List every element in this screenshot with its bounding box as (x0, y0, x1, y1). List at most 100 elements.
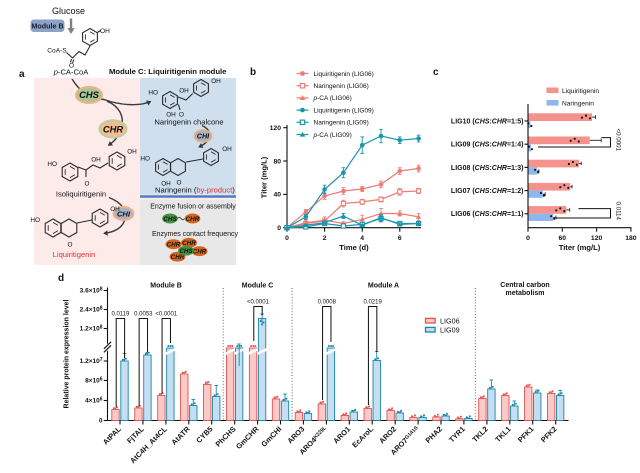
svg-text:180: 180 (625, 235, 637, 242)
svg-text:metabolism: metabolism (506, 290, 545, 297)
svg-text:60: 60 (559, 235, 567, 242)
svg-text:CHR: CHR (182, 240, 196, 247)
svg-text:0.0119: 0.0119 (111, 312, 130, 318)
svg-text:LIG08 (CHS:CHR=1:3): LIG08 (CHS:CHR=1:3) (451, 165, 524, 172)
svg-text:Liquiritigenin: Liquiritigenin (562, 88, 599, 95)
svg-text:p-CA (LIG06): p-CA (LIG06) (313, 95, 352, 102)
svg-text:EcAroL: EcAroL (350, 424, 375, 449)
svg-text:p-CA-CoA: p-CA-CoA (53, 68, 90, 77)
svg-text:LIG06 (CHS:CHR=1:1): LIG06 (CHS:CHR=1:1) (451, 211, 524, 218)
svg-text:O: O (179, 112, 184, 119)
svg-text:CHS: CHS (179, 248, 193, 255)
svg-text:TYR1: TYR1 (447, 425, 467, 445)
svg-text:Module A: Module A (368, 283, 399, 290)
svg-text:O: O (177, 180, 182, 187)
svg-text:0: 0 (285, 235, 289, 242)
svg-text:TKL1: TKL1 (493, 425, 512, 444)
svg-text:Liquiritigenin (LIG06): Liquiritigenin (LIG06) (314, 71, 374, 78)
svg-text:PHA2: PHA2 (424, 425, 444, 445)
svg-text:40: 40 (273, 192, 281, 199)
svg-text:Naringenin (LIG06): Naringenin (LIG06) (314, 83, 369, 90)
svg-text:GmCHR: GmCHR (234, 424, 261, 451)
svg-text:CHI: CHI (117, 209, 131, 218)
svg-text:4×106: 4×106 (85, 397, 103, 405)
svg-text:0.0008: 0.0008 (318, 300, 337, 306)
svg-text:Module B: Module B (150, 283, 182, 290)
svg-text:1.2×107: 1.2×107 (80, 357, 103, 365)
svg-text:OH: OH (179, 88, 189, 95)
svg-text:CHI: CHI (197, 132, 210, 141)
svg-text:AtATR: AtATR (169, 424, 192, 447)
svg-text:FjTAL: FjTAL (125, 424, 146, 445)
svg-text:p-CA (LIG09): p-CA (LIG09) (313, 132, 352, 139)
svg-text:HO: HO (47, 161, 57, 168)
svg-text:6: 6 (398, 235, 402, 242)
svg-text:O: O (68, 242, 73, 249)
svg-text:CHS: CHS (163, 216, 177, 223)
svg-text:OH: OH (222, 146, 232, 153)
svg-text:d: d (58, 273, 64, 284)
svg-text:CHR: CHR (186, 216, 200, 223)
svg-text:OH: OH (100, 28, 110, 35)
svg-text:Module C: Liquiritigenin modul: Module C: Liquiritigenin module (109, 67, 227, 76)
svg-text:OH: OH (161, 181, 171, 188)
svg-text:0.0053: 0.0053 (134, 312, 153, 318)
svg-text:CHS: CHS (79, 89, 100, 100)
svg-text:<0.0001: <0.0001 (247, 300, 270, 306)
svg-text:c: c (433, 67, 439, 78)
svg-text:Naringenin: Naringenin (562, 101, 594, 108)
svg-text:PFK2: PFK2 (539, 425, 559, 445)
svg-text:Naringenin (LIG09): Naringenin (LIG09) (314, 120, 369, 127)
svg-text:0.0219: 0.0219 (363, 300, 382, 306)
svg-text:0: 0 (99, 418, 103, 425)
svg-text:Enzymes contact frequency: Enzymes contact frequency (152, 231, 238, 238)
svg-text:Naringenin chalcone: Naringenin chalcone (154, 118, 223, 127)
svg-text:LIG09 (CHS:CHR=1:4): LIG09 (CHS:CHR=1:4) (451, 142, 524, 149)
svg-text:CYB5: CYB5 (194, 425, 214, 445)
svg-text:PFK1: PFK1 (516, 425, 536, 445)
svg-text:Glucose: Glucose (52, 6, 85, 16)
svg-text:Isoliquiritigenin: Isoliquiritigenin (56, 190, 106, 199)
svg-text:CHR: CHR (167, 242, 181, 249)
svg-text:0: 0 (277, 225, 281, 232)
svg-text:ARO3: ARO3 (285, 425, 306, 446)
svg-text:CHR: CHR (171, 254, 185, 261)
svg-text:O: O (69, 63, 74, 70)
svg-text:OH: OH (110, 206, 120, 213)
svg-text:Titer (mg/L): Titer (mg/L) (260, 156, 269, 198)
svg-text:Titer (mg/L): Titer (mg/L) (559, 243, 601, 252)
svg-text:LIG09: LIG09 (440, 326, 460, 335)
svg-text:80: 80 (273, 158, 281, 165)
svg-text:CoA-S: CoA-S (47, 48, 67, 55)
svg-text:OH: OH (91, 157, 101, 164)
svg-text:TKL2: TKL2 (470, 425, 489, 444)
svg-text:GmCHI: GmCHI (259, 425, 283, 449)
svg-text:LIG06: LIG06 (440, 317, 460, 326)
svg-text:LIG10 (CHS:CHR=1:5): LIG10 (CHS:CHR=1:5) (451, 118, 524, 125)
svg-text:O: O (85, 181, 90, 188)
svg-text:HO: HO (148, 90, 158, 97)
svg-text:0: 0 (526, 235, 530, 242)
svg-text:CHR: CHR (103, 123, 124, 134)
svg-text:120: 120 (591, 235, 603, 242)
svg-text:a: a (19, 69, 25, 80)
svg-text:LIG07 (CHS:CHR=1:2): LIG07 (CHS:CHR=1:2) (451, 188, 524, 195)
svg-text:OH: OH (166, 112, 176, 119)
svg-text:Central carbon: Central carbon (500, 282, 549, 289)
svg-text:4: 4 (360, 235, 364, 242)
svg-text:Module C: Module C (242, 283, 274, 290)
svg-text:Liquiritigenin (LIG09): Liquiritigenin (LIG09) (314, 107, 374, 114)
svg-text:HO: HO (140, 156, 150, 163)
svg-text:OH: OH (127, 149, 137, 156)
svg-text:Time (d): Time (d) (339, 243, 369, 252)
svg-text:Module B: Module B (31, 22, 63, 31)
svg-text:1.2×108: 1.2×108 (80, 325, 103, 333)
svg-text:2.4×108: 2.4×108 (80, 306, 103, 314)
svg-text:ARO2: ARO2 (377, 425, 398, 446)
svg-text:Relative protein expression le: Relative protein expression level (64, 299, 71, 408)
svg-text:AtPAL: AtPAL (101, 424, 123, 446)
svg-text:8×106: 8×106 (85, 377, 103, 385)
svg-text:120: 120 (270, 125, 282, 132)
svg-text:HO: HO (30, 217, 40, 224)
svg-text:Naringenin (by-product): Naringenin (by-product) (155, 186, 235, 195)
